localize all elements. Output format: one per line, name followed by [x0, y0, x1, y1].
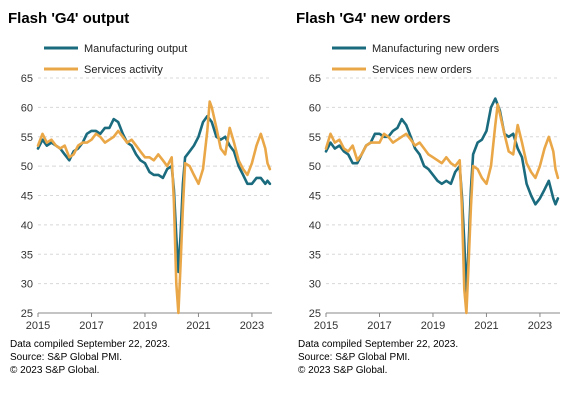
y-tick-label: 50: [21, 161, 33, 173]
chart-title: Flash 'G4' output: [8, 10, 130, 27]
x-tick-label: 2021: [474, 320, 498, 332]
x-tick-label: 2021: [186, 320, 210, 332]
chart-title: Flash 'G4' new orders: [296, 10, 451, 27]
footnote-copyright: © 2023 S&P Global.: [298, 365, 388, 376]
legend-label: Manufacturing output: [84, 43, 187, 55]
y-tick-label: 65: [21, 73, 33, 85]
x-tick-label: 2017: [79, 320, 103, 332]
y-tick-label: 65: [309, 73, 321, 85]
footnotes: Data compiled September 22, 2023. Source…: [10, 338, 170, 377]
y-tick-label: 60: [309, 102, 321, 114]
y-tick-label: 30: [309, 279, 321, 291]
footnote-date: Data compiled September 22, 2023.: [298, 339, 459, 350]
y-tick-label: 55: [21, 132, 33, 144]
y-tick-label: 25: [309, 308, 321, 320]
output-chart-panel: Flash 'G4' output 25 30 35 40 45 50 55 60 65 2015…: [8, 10, 272, 377]
footnote-source: Source: S&P Global PMI.: [10, 352, 123, 363]
legend-label: Services new orders: [372, 64, 472, 76]
x-tick-label: 2015: [314, 320, 338, 332]
y-tick-label: 60: [21, 102, 33, 114]
y-tick-label: 40: [309, 220, 321, 232]
series-line-manufacturing: [324, 97, 560, 297]
y-tick-label: 45: [21, 191, 33, 203]
y-tick-label: 25: [21, 308, 33, 320]
y-tick-label: 45: [309, 191, 321, 203]
legend-label: Services activity: [84, 64, 163, 76]
x-tick-label: 2015: [26, 320, 50, 332]
x-tick-label: 2019: [421, 320, 445, 332]
x-tick-label: 2023: [240, 320, 264, 332]
new-orders-chart-svg: 25 30 35 40 45 50 55 60 65 2015 2017 2019 2021 2023 Ma…: [309, 43, 560, 332]
new-orders-chart-panel: Flash 'G4' new orders 25 30 35 40 45 50 55 60 65…: [288, 0, 576, 404]
y-tick-label: 50: [309, 161, 321, 173]
y-tick-label: 35: [21, 249, 33, 261]
output-chart-svg: 25 30 35 40 45 50 55 60 65 2015 2017 2019 2021 2023 Ma…: [21, 43, 272, 332]
x-tick-label: 2019: [133, 320, 157, 332]
legend-label: Manufacturing new orders: [372, 43, 500, 55]
x-tick-label: 2017: [367, 320, 391, 332]
series-line-services: [36, 100, 272, 315]
y-tick-label: 55: [309, 132, 321, 144]
footnote-source: Source: S&P Global PMI.: [298, 352, 411, 363]
y-tick-label: 40: [21, 220, 33, 232]
footnotes: Data compiled September 22, 2023. Source…: [298, 338, 458, 377]
x-tick-label: 2023: [528, 320, 552, 332]
footnote-date: Data compiled September 22, 2023.: [10, 339, 171, 350]
footnote-copyright: © 2023 S&P Global.: [10, 365, 100, 376]
series-line-manufacturing: [36, 114, 272, 274]
series-line-services: [324, 103, 560, 315]
y-tick-label: 30: [21, 279, 33, 291]
y-tick-label: 35: [309, 249, 321, 261]
